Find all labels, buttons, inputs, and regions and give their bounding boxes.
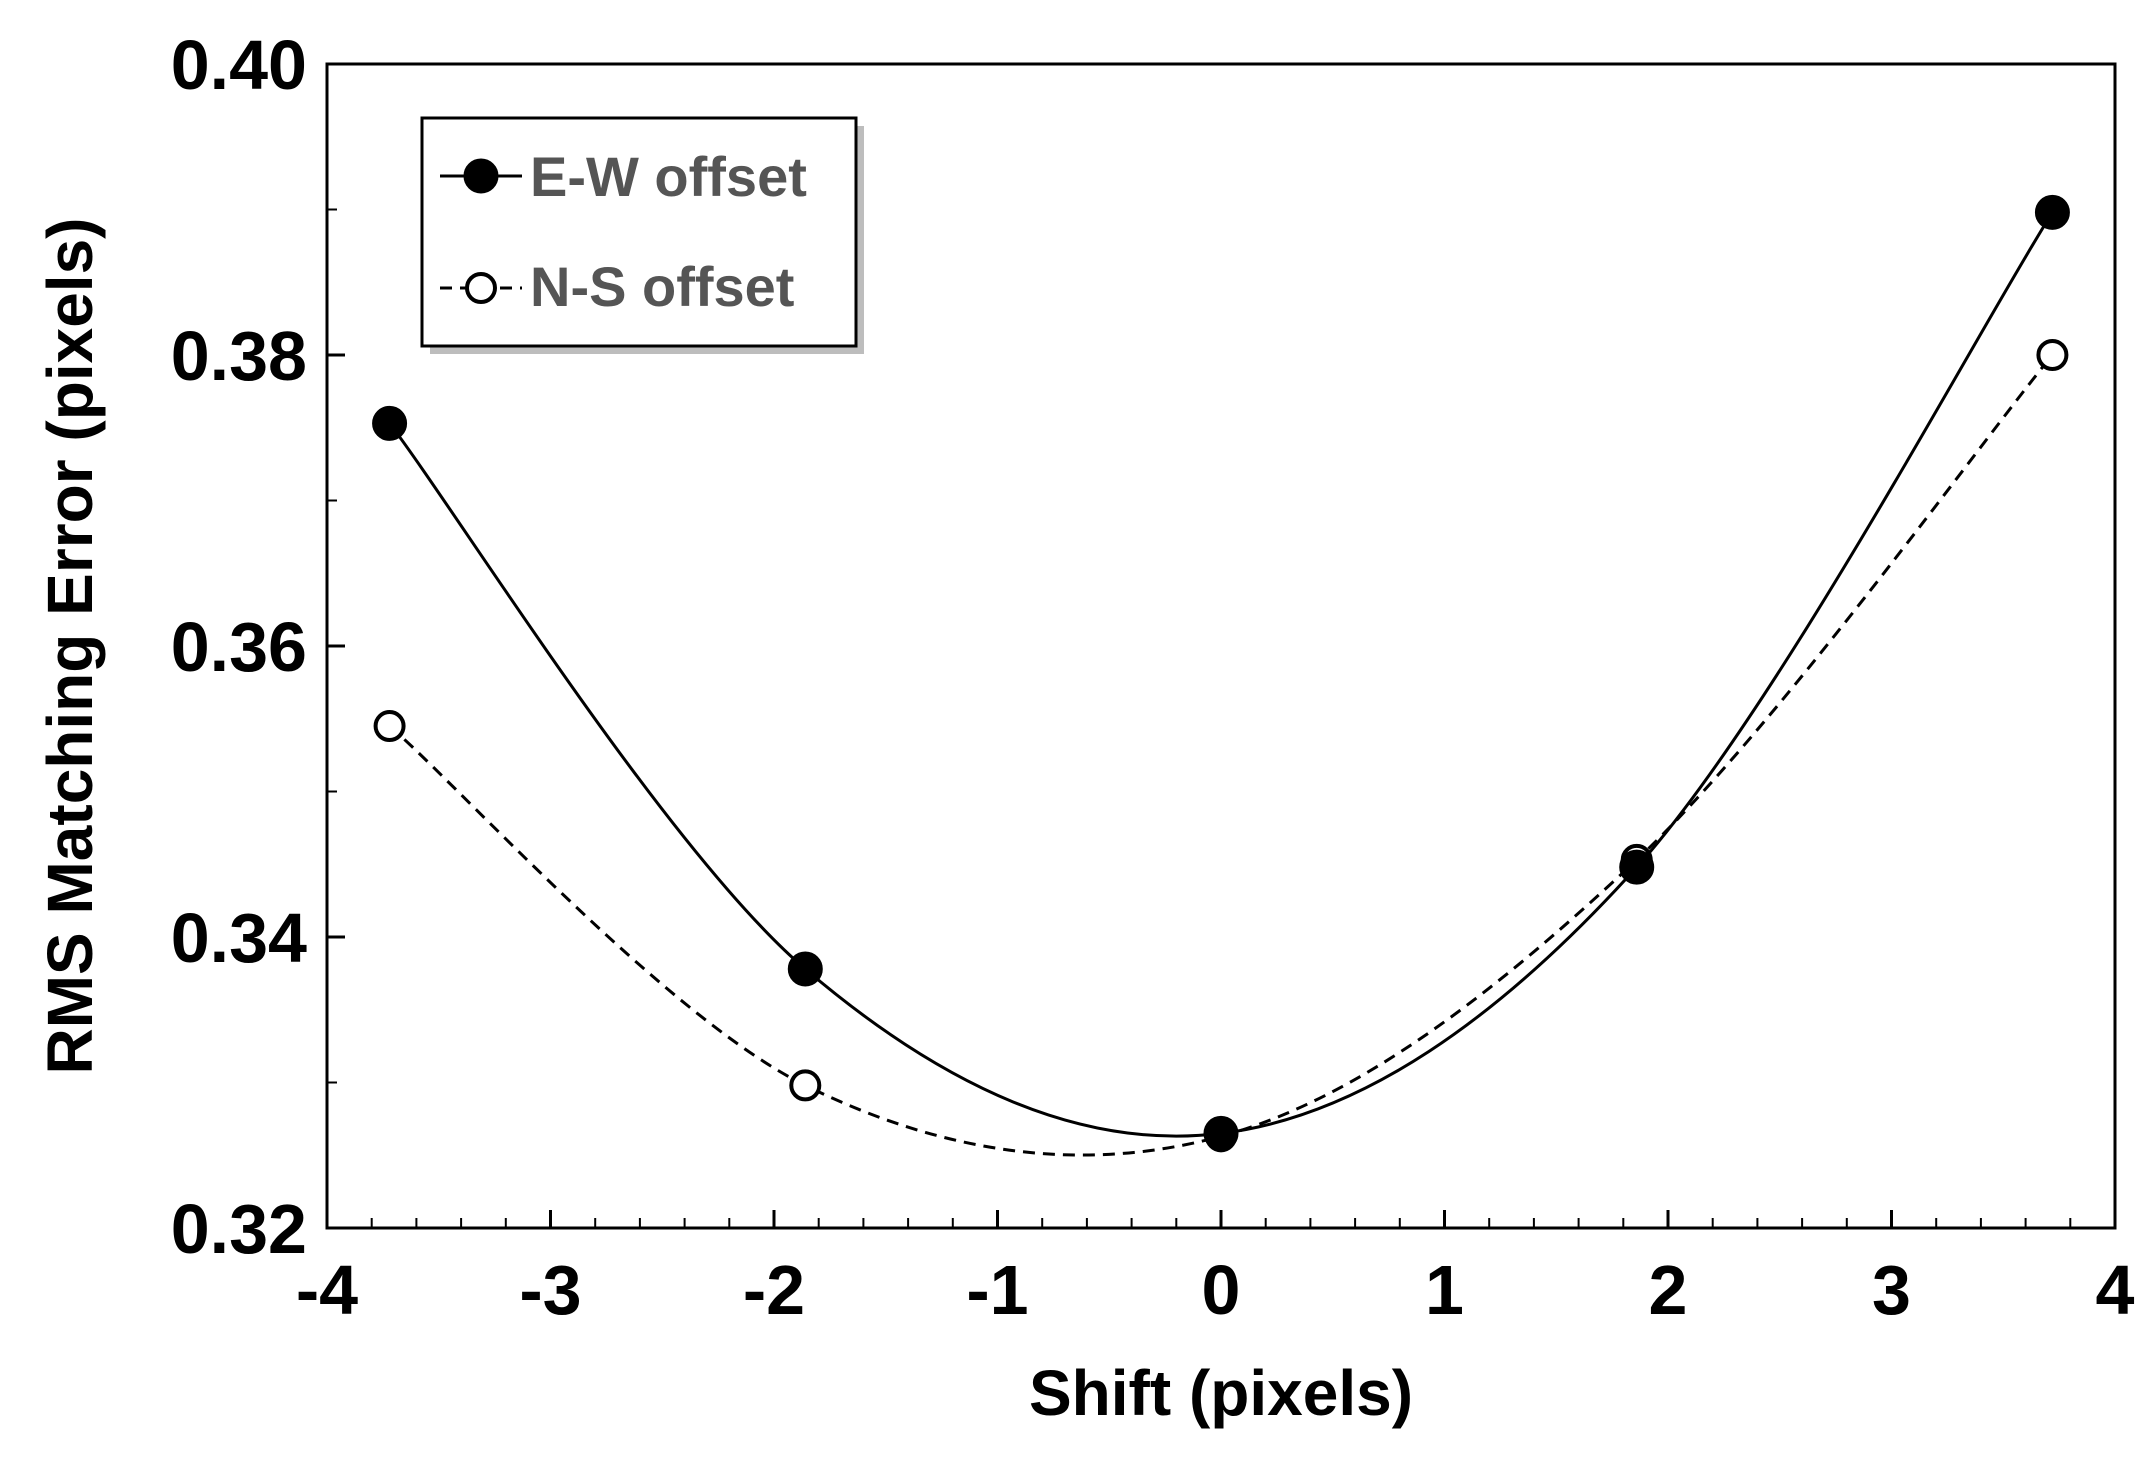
x-tick-label: 4 — [2096, 1251, 2135, 1329]
x-axis-title: Shift (pixels) — [1029, 1357, 1413, 1429]
legend-box — [420, 116, 858, 348]
data-point-e-w-offset — [2034, 194, 2070, 230]
legend-marker-ns — [465, 272, 497, 304]
x-tick-label: -2 — [743, 1251, 805, 1329]
data-point-e-w-offset — [787, 951, 823, 987]
data-point-e-w-offset — [372, 405, 408, 441]
data-point-n-s-offset — [373, 710, 406, 743]
y-tick-label: 0.34 — [171, 899, 307, 977]
axis-tick-labels: -4 -3 -2 -1 0 1 2 3 4 0.32 0.34 0.36 0.38 0.40 — [171, 26, 2135, 1329]
series-layer — [372, 194, 2070, 1157]
x-tick-label: 3 — [1872, 1251, 1911, 1329]
legend: E-W offset N-S offset — [420, 116, 864, 354]
x-tick-label: -4 — [296, 1251, 358, 1329]
x-tick-label: 1 — [1425, 1251, 1464, 1329]
data-point-e-w-offset — [1619, 849, 1655, 885]
data-point-n-s-offset — [789, 1069, 822, 1102]
data-point-n-s-offset — [2036, 339, 2069, 371]
y-tick-label: 0.40 — [171, 26, 307, 104]
series-line-n-s-offset — [388, 354, 2054, 1157]
y-tick-label: 0.32 — [171, 1190, 307, 1268]
x-tick-label: -3 — [519, 1251, 581, 1329]
y-axis-title: RMS Matching Error (pixels) — [34, 218, 106, 1075]
legend-label-ns: N-S offset — [530, 255, 794, 318]
x-tick-label: 0 — [1202, 1251, 1241, 1329]
x-tick-label: 2 — [1649, 1251, 1688, 1329]
data-point-e-w-offset — [1203, 1115, 1239, 1151]
axis-ticks — [325, 62, 2117, 1230]
y-tick-label: 0.36 — [171, 608, 307, 686]
legend-label-ew: E-W offset — [530, 145, 807, 208]
x-tick-label: -1 — [966, 1251, 1028, 1329]
legend-marker-ew — [463, 158, 499, 194]
y-tick-label: 0.38 — [171, 317, 307, 395]
